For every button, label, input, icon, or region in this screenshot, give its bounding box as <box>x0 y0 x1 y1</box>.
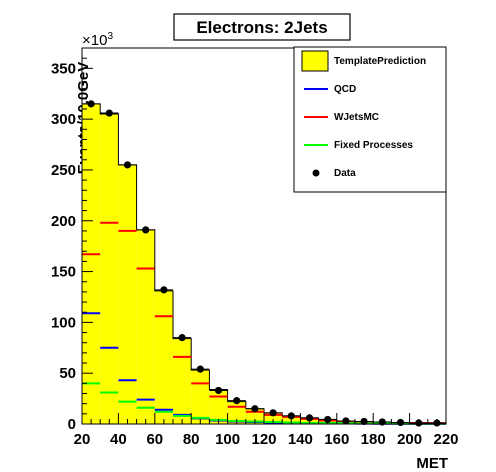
y-tick-label: 250 <box>51 162 76 179</box>
y-tick-label: 50 <box>59 365 76 382</box>
x-tick-label: 140 <box>288 431 313 448</box>
legend-label-data: Data <box>334 168 356 179</box>
template-bar <box>154 290 173 424</box>
template-bar <box>191 370 210 424</box>
x-tick-label: 160 <box>324 431 349 448</box>
template-bar <box>136 229 155 424</box>
x-tick-label: 80 <box>183 431 200 448</box>
data-point <box>123 161 132 169</box>
legend-label-wjets: WJetsMC <box>334 112 379 123</box>
x-tick-label: 40 <box>110 431 127 448</box>
data-point <box>251 405 259 413</box>
data-point <box>105 109 113 117</box>
legend-swatch-data <box>312 169 320 177</box>
template-bar <box>173 338 192 424</box>
chart-title: Electrons: 2Jets <box>196 18 327 37</box>
y-tick-label: 0 <box>68 416 76 433</box>
data-point <box>87 100 95 108</box>
x-tick-label: 180 <box>361 431 386 448</box>
x-tick-label: 120 <box>251 431 276 448</box>
legend-label-fixed: Fixed Processes <box>334 140 413 151</box>
template-bar <box>118 164 137 424</box>
x-tick-label: 20 <box>74 431 91 448</box>
template-bar <box>264 412 283 424</box>
data-point <box>305 414 314 422</box>
legend: TemplatePrediction QCD WJetsMC Fixed Pro… <box>293 46 447 193</box>
y-tick-label: 150 <box>51 264 76 281</box>
title-box <box>173 13 351 41</box>
data-point <box>196 365 204 373</box>
data-point <box>214 386 223 395</box>
legend-swatch-template <box>301 50 329 72</box>
data-point <box>269 409 277 417</box>
y-multiplier: ×103 <box>82 31 113 49</box>
data-point <box>160 286 168 294</box>
y-tick-label: 300 <box>51 111 76 128</box>
y-tick-label: 200 <box>51 213 76 230</box>
template-bar <box>82 103 101 424</box>
x-tick-label: 200 <box>397 431 422 448</box>
legend-label-template: TemplatePrediction <box>334 56 426 67</box>
x-axis-label: MET <box>416 455 448 472</box>
y-tick-label: 100 <box>51 314 76 331</box>
data-point <box>287 412 295 420</box>
data-point <box>142 226 150 234</box>
template-bar <box>209 389 228 424</box>
template-bar <box>100 114 119 425</box>
legend-label-qcd: QCD <box>334 84 356 95</box>
x-tick-label: 60 <box>146 431 163 448</box>
x-tick-label: 220 <box>433 431 458 448</box>
y-tick-label: 350 <box>51 60 76 77</box>
axes-layer: 20 40 60 80 100 120 140 160 180 200 220 0 50 100 150 20… <box>51 47 459 448</box>
data-point <box>178 334 186 342</box>
data-point <box>233 397 241 405</box>
x-tick-label: 100 <box>215 431 240 448</box>
